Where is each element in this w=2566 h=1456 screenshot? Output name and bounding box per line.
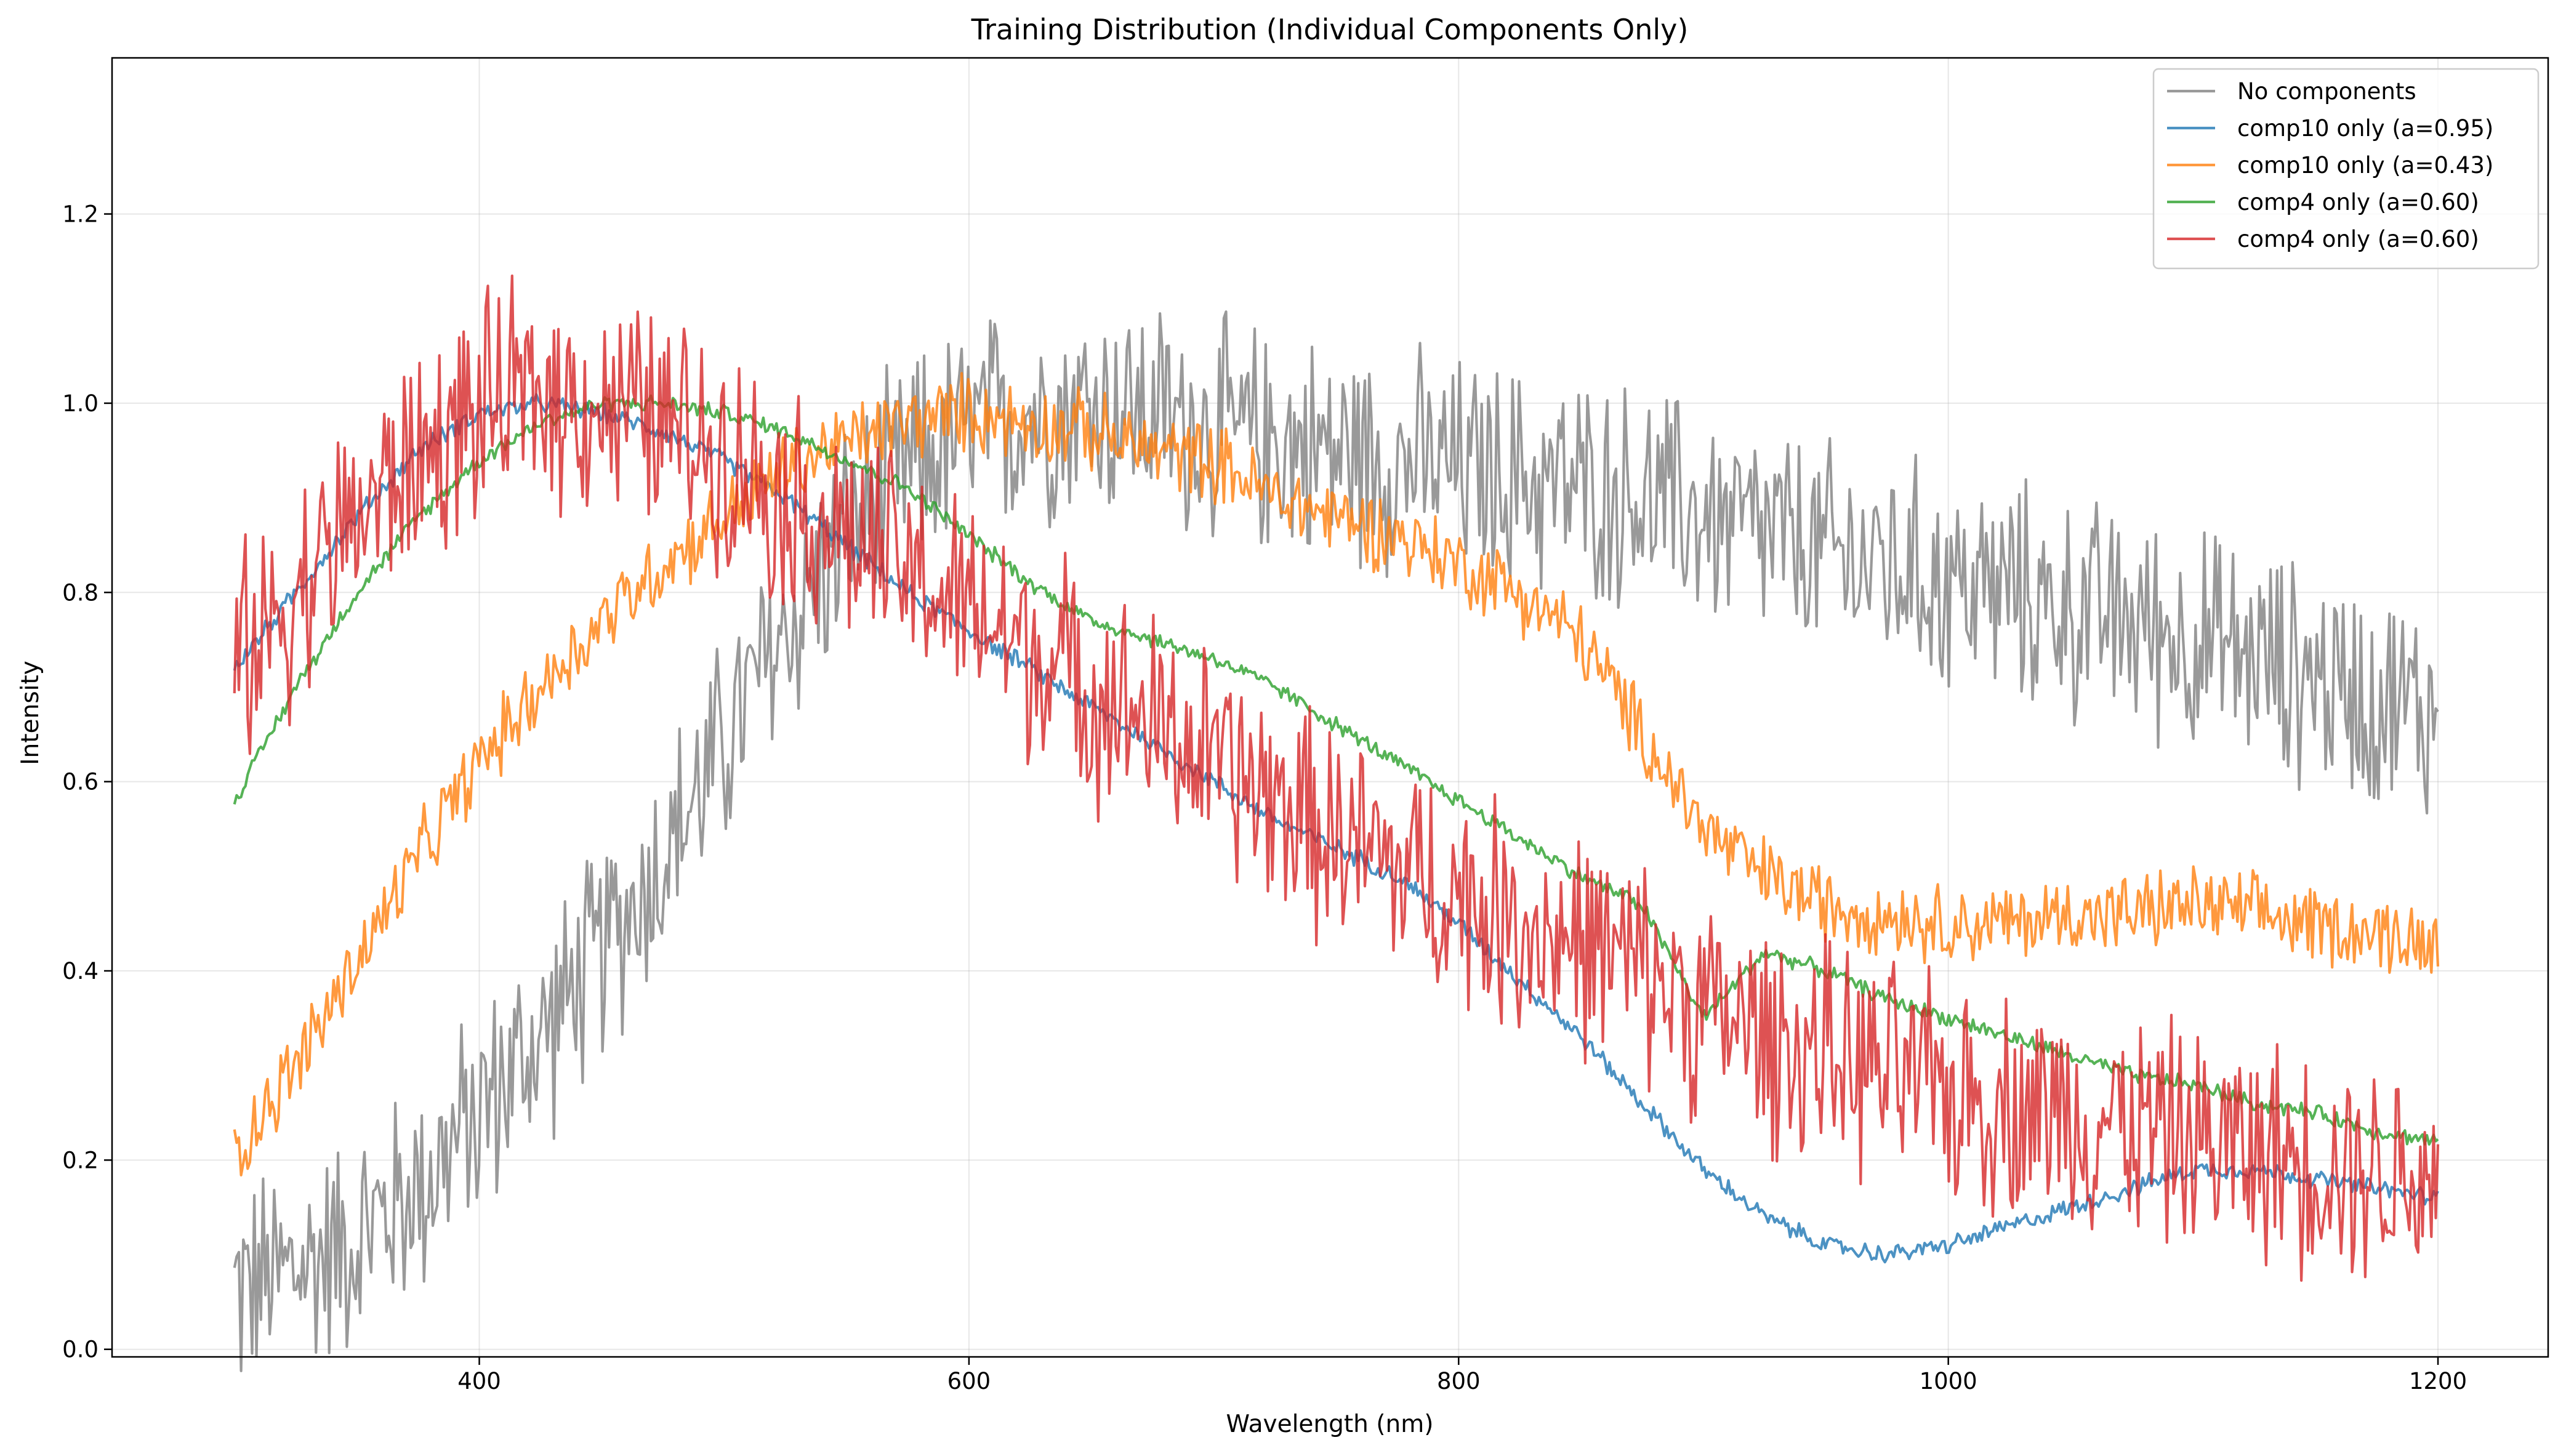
y-tick-label: 1.0 [62, 390, 99, 417]
legend-label: comp10 only (a=0.95) [2237, 115, 2493, 142]
y-axis-label: Intensity [17, 661, 44, 765]
y-tick-label: 0.2 [62, 1147, 99, 1173]
x-axis-label: Wavelength (nm) [1226, 1410, 1434, 1438]
series-line-4 [233, 394, 2439, 1146]
series-line-5 [233, 274, 2440, 1282]
series-line-1 [233, 310, 2439, 1372]
x-tick-label: 1000 [1920, 1368, 1977, 1394]
legend-box [2152, 68, 2540, 270]
y-tick-label: 0.0 [62, 1337, 99, 1363]
legend-label: No components [2237, 78, 2416, 105]
y-tick-label: 0.8 [62, 579, 99, 606]
axes-frame [111, 57, 2549, 1358]
legend-label: comp4 only (a=0.60) [2237, 189, 2479, 215]
x-tick-label: 800 [1437, 1368, 1481, 1394]
y-tick-label: 0.6 [62, 769, 99, 795]
x-tick-label: 600 [947, 1368, 991, 1394]
legend: No components comp10 only (a=0.95) comp10 … [2152, 68, 2540, 270]
plot-area [233, 274, 2440, 1372]
x-axis-ticks: 400 600 800 1000 1200 [457, 1357, 2467, 1394]
legend-label: comp4 only (a=0.60) [2237, 226, 2479, 252]
x-tick-label: 1200 [2409, 1368, 2467, 1394]
y-tick-label: 0.4 [62, 958, 99, 984]
x-tick-label: 400 [457, 1368, 501, 1394]
series-line-3 [233, 372, 2440, 1176]
y-axis-ticks: 0.0 0.2 0.4 0.6 0.8 1.0 1.2 [62, 201, 112, 1363]
y-tick-label: 1.2 [62, 201, 99, 228]
legend-label: comp10 only (a=0.43) [2237, 152, 2493, 179]
chart-title: Training Distribution (Individual Compon… [971, 13, 1689, 46]
